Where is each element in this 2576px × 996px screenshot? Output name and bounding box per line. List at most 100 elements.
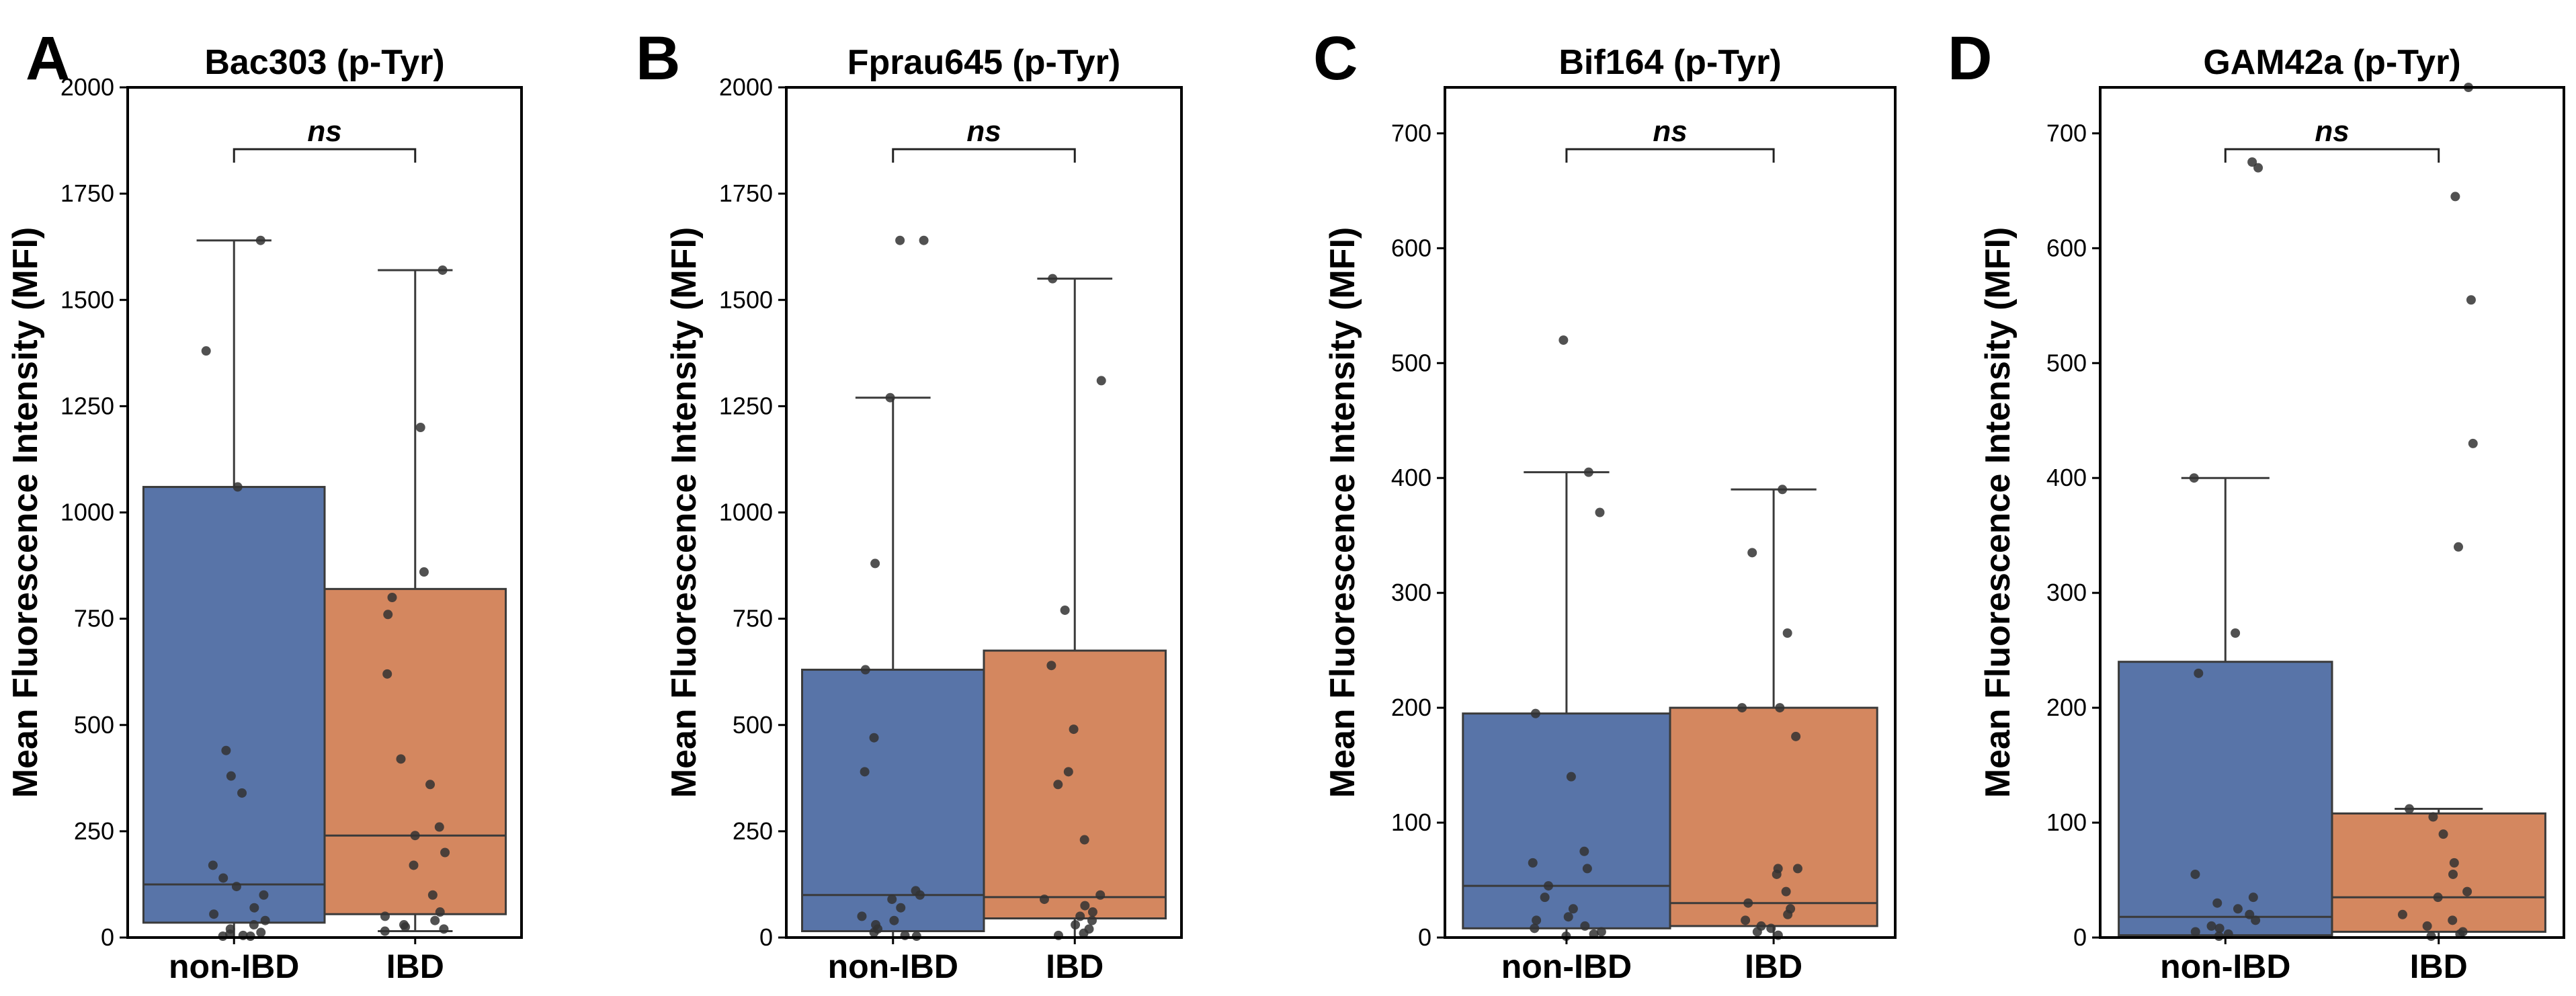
data-point: [1046, 661, 1056, 671]
data-point: [2454, 542, 2464, 552]
data-point: [1741, 915, 1751, 925]
data-point: [2247, 157, 2257, 167]
data-point: [231, 882, 241, 892]
data-point: [2466, 295, 2476, 305]
data-point: [1743, 898, 1753, 908]
box-non-ibd: [2118, 661, 2333, 937]
data-point: [1532, 915, 1542, 925]
data-point: [1069, 724, 1079, 735]
data-point: [2245, 909, 2255, 919]
data-point: [2428, 812, 2438, 822]
data-point: [1747, 548, 1757, 558]
y-tick-label: 250: [733, 817, 773, 845]
significance-label: ns: [307, 115, 341, 148]
data-point: [260, 915, 270, 925]
y-tick-label: 200: [1391, 694, 1431, 721]
y-axis-label: Mean Fluorescence Intensity (MFI): [6, 227, 45, 798]
data-point: [1530, 923, 1540, 933]
data-point: [1079, 928, 1089, 938]
significance-label: ns: [2315, 115, 2349, 148]
panel-title: Bac303 (p-Tyr): [204, 43, 444, 82]
data-point: [1095, 890, 1106, 900]
data-point: [1544, 881, 1554, 891]
data-point: [1582, 864, 1592, 874]
data-point: [869, 927, 879, 938]
box-non-ibd: [142, 486, 326, 924]
data-point: [1039, 895, 1049, 905]
x-tick-label-non-ibd: non-IBD: [1501, 948, 1632, 985]
data-point: [221, 745, 231, 755]
x-tick-label-ibd: IBD: [1046, 948, 1104, 985]
y-tick-label: 0: [1418, 923, 1431, 951]
panel-letter: D: [1948, 24, 1992, 93]
y-tick-label: 250: [74, 817, 114, 845]
data-point: [387, 593, 397, 602]
y-tick-label: 600: [1391, 234, 1431, 261]
data-point: [208, 860, 218, 870]
data-point: [434, 822, 444, 832]
y-tick-label: 1500: [60, 286, 114, 313]
y-tick-label: 0: [101, 923, 114, 951]
data-point: [1580, 921, 1590, 931]
y-tick-label: 500: [2046, 349, 2087, 376]
data-point: [2468, 438, 2478, 448]
data-point: [2231, 628, 2241, 638]
data-point: [1778, 485, 1788, 495]
panel-title: Bif164 (p-Tyr): [1559, 43, 1781, 82]
data-point: [870, 558, 880, 569]
data-point: [896, 903, 906, 913]
data-point: [1752, 927, 1762, 937]
significance-bracket: [1565, 148, 1775, 163]
data-point: [2206, 921, 2216, 931]
y-tick-label: 100: [1391, 808, 1431, 836]
data-point: [1781, 886, 1791, 897]
data-point: [1559, 335, 1569, 345]
data-point: [1048, 274, 1058, 284]
data-point: [1563, 912, 1573, 922]
data-point: [1087, 915, 1097, 925]
data-point: [1568, 904, 1578, 914]
data-point: [2404, 804, 2414, 814]
data-point: [1540, 893, 1550, 903]
data-point: [2253, 163, 2263, 173]
x-tick-label-ibd: IBD: [1745, 948, 1802, 985]
y-tick-label: 1000: [60, 499, 114, 526]
x-tick-label-non-ibd: non-IBD: [828, 948, 958, 985]
data-point: [256, 927, 266, 938]
data-point: [1530, 708, 1540, 718]
significance-bracket: [233, 148, 417, 163]
data-point: [1766, 923, 1776, 933]
y-tick-label: 400: [1391, 464, 1431, 491]
data-point: [1528, 858, 1538, 868]
y-tick-label: 500: [74, 711, 114, 739]
panel-title: Fprau645 (p-Tyr): [847, 43, 1120, 82]
y-tick-label: 750: [74, 605, 114, 632]
data-point: [2448, 869, 2458, 879]
significance-bracket: [2224, 148, 2440, 163]
data-point: [2248, 893, 2258, 903]
y-tick-label: 1750: [60, 179, 114, 207]
y-tick-label: 500: [733, 711, 773, 739]
data-point: [860, 665, 870, 675]
data-point: [380, 911, 390, 921]
panel-letter: C: [1313, 24, 1358, 93]
data-point: [887, 895, 897, 905]
data-point: [2462, 886, 2473, 897]
data-point: [2233, 904, 2243, 914]
box-non-ibd: [801, 669, 985, 933]
y-tick-label: 600: [2046, 234, 2087, 261]
x-tick-label-non-ibd: non-IBD: [169, 948, 299, 985]
box-ibd: [2331, 812, 2546, 933]
data-point: [860, 767, 870, 777]
x-tick-label-ibd: IBD: [2410, 948, 2468, 985]
data-point: [885, 392, 895, 403]
data-point: [249, 903, 259, 913]
data-point: [1080, 901, 1090, 911]
y-tick-label: 1250: [719, 392, 773, 419]
data-point: [2190, 927, 2200, 937]
data-point: [255, 235, 265, 245]
data-point: [2438, 829, 2448, 839]
data-point: [2251, 915, 2261, 925]
data-point: [409, 860, 419, 870]
panel-title: GAM42a (p-Tyr): [2203, 43, 2460, 82]
